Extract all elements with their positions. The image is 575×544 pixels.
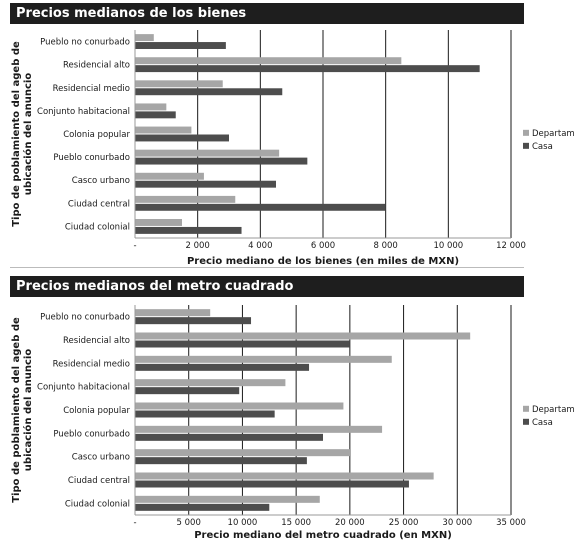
bar-casa: [135, 157, 308, 165]
bar-departamento: [135, 332, 471, 340]
chart-1-svg: - 2 000 4 000 6 000 8 000 10 000 12 000 Pueblo …: [11, 30, 575, 267]
category-label: Residencial medio: [53, 359, 130, 369]
x-tick-label: 35 000: [496, 518, 526, 528]
divider: [10, 267, 524, 268]
legend-label: Departamento: [532, 405, 575, 415]
chart-2-svg: - 5 000 10 000 15 000 20 000 25 000 30 000 35 0…: [11, 305, 575, 541]
y-axis-label: Tipo de poblamiento del ageb de: [11, 317, 22, 503]
bar-departamento: [135, 149, 280, 157]
bar-departamento: [135, 355, 392, 363]
legend-swatch-casa: [523, 142, 529, 149]
x-tick-label: 12 000: [496, 241, 526, 251]
legend-label: Casa: [532, 142, 553, 152]
y-axis-label: Tipo de poblamiento del ageb de: [11, 41, 22, 227]
category-label: Ciudad colonial: [65, 499, 130, 509]
category-label: Pueblo no conurbado: [40, 313, 130, 323]
category-label: Casco urbano: [72, 453, 130, 463]
legend-swatch-departamento: [523, 129, 529, 136]
bar-casa: [135, 503, 270, 511]
x-tick-label: 25 000: [389, 518, 419, 528]
chart-1-title: Precios medianos de los bienes: [10, 3, 524, 24]
bar-departamento: [135, 34, 154, 42]
bar-casa: [135, 203, 386, 211]
bar-casa: [135, 480, 409, 488]
bar-departamento: [135, 495, 320, 503]
legend-label: Casa: [532, 418, 553, 428]
x-tick-label: -: [133, 241, 136, 251]
category-label: Residencial alto: [63, 61, 130, 71]
category-label: Residencial alto: [63, 336, 130, 346]
legend-label: Departamento: [532, 129, 575, 139]
x-tick-label: 5 000: [177, 518, 201, 528]
x-tick-label: 30 000: [442, 518, 472, 528]
category-label: Colonia popular: [63, 130, 130, 140]
bar-casa: [135, 134, 229, 142]
bar-casa: [135, 363, 310, 371]
bar-casa: [135, 457, 307, 465]
bar-departamento: [135, 449, 351, 457]
legend-swatch-casa: [523, 418, 529, 425]
bar-departamento: [135, 103, 167, 111]
bar-departamento: [135, 425, 383, 433]
y-axis-label: ubicación del anuncio: [22, 349, 34, 472]
category-label: Ciudad central: [68, 199, 130, 209]
bar-casa: [135, 387, 240, 395]
category-label: Colonia popular: [63, 406, 130, 416]
category-label: Pueblo conurbado: [53, 153, 130, 163]
bar-departamento: [135, 309, 211, 317]
x-tick-label: -: [133, 518, 136, 528]
bar-departamento: [135, 195, 236, 203]
category-label: Conjunto habitacional: [37, 383, 130, 393]
bar-departamento: [135, 219, 182, 226]
x-tick-label: 4 000: [248, 241, 272, 251]
category-label: Casco urbano: [72, 176, 130, 186]
x-tick-label: 2 000: [185, 241, 209, 251]
bar-casa: [135, 410, 275, 418]
category-label: Pueblo no conurbado: [40, 38, 130, 48]
x-axis-label: Precio mediano del metro cuadrado (en MX…: [194, 530, 452, 541]
category-label: Ciudad colonial: [65, 222, 130, 232]
bar-departamento: [135, 126, 192, 134]
x-axis-label: Precio mediano de los bienes (en miles d…: [187, 256, 459, 267]
bar-departamento: [135, 57, 402, 65]
x-tick-label: 20 000: [335, 518, 365, 528]
category-label: Pueblo conurbado: [53, 429, 130, 439]
bar-casa: [135, 340, 350, 348]
y-axis-label: ubicación del anuncio: [22, 73, 34, 196]
x-tick-label: 15 000: [281, 518, 311, 528]
bar-departamento: [135, 472, 434, 480]
bar-departamento: [135, 80, 223, 88]
bar-casa: [135, 317, 252, 325]
x-tick-label: 10 000: [228, 518, 258, 528]
bar-departamento: [135, 172, 204, 180]
bar-casa: [135, 42, 226, 49]
category-label: Ciudad central: [68, 476, 130, 486]
category-label: Residencial medio: [53, 84, 130, 94]
x-tick-label: 10 000: [433, 241, 463, 251]
bar-casa: [135, 65, 480, 73]
bar-casa: [135, 111, 176, 119]
bar-departamento: [135, 402, 344, 410]
bar-departamento: [135, 379, 286, 387]
bar-casa: [135, 226, 242, 234]
bar-casa: [135, 433, 323, 441]
x-tick-label: 6 000: [311, 241, 335, 251]
bar-casa: [135, 180, 276, 188]
category-label: Conjunto habitacional: [37, 107, 130, 117]
bar-casa: [135, 88, 283, 96]
x-tick-label: 8 000: [373, 241, 397, 251]
legend-swatch-departamento: [523, 405, 529, 412]
chart-2-title: Precios medianos del metro cuadrado: [10, 276, 524, 297]
